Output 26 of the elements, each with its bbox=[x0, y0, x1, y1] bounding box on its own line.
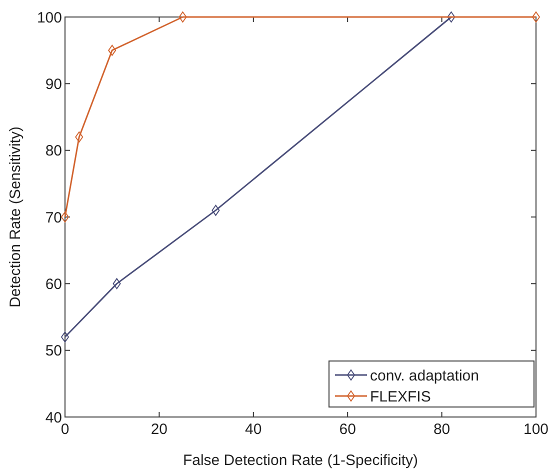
x-axis-title: False Detection Rate (1-Specificity) bbox=[182, 452, 418, 469]
point bbox=[112, 278, 121, 290]
y-axis-title: Detection Rate (Sensitivity) bbox=[7, 126, 24, 308]
point bbox=[532, 12, 540, 22]
y-tick-label: 50 bbox=[45, 342, 62, 360]
x-tick-label: 80 bbox=[433, 421, 450, 438]
x-tick-label: 20 bbox=[150, 421, 168, 438]
x-tick-label: 0 bbox=[60, 421, 70, 438]
y-tick-label: 100 bbox=[36, 9, 62, 26]
point bbox=[61, 332, 69, 342]
point bbox=[75, 132, 84, 142]
point bbox=[212, 204, 220, 216]
point bbox=[447, 12, 456, 22]
y-tick-label: 40 bbox=[45, 409, 62, 426]
point bbox=[178, 12, 187, 22]
point bbox=[61, 212, 69, 222]
y-tick-label: 70 bbox=[45, 209, 62, 226]
point bbox=[108, 44, 116, 56]
legend-label: conv. adaptation bbox=[370, 367, 479, 384]
x-tick-label: 40 bbox=[245, 421, 262, 438]
legend-label: FLEXFIS bbox=[370, 388, 431, 406]
x-tick-label: 60 bbox=[339, 421, 356, 438]
y-tick-label: 80 bbox=[45, 142, 62, 160]
x-tick-label: 100 bbox=[523, 421, 549, 438]
y-tick-label: 90 bbox=[45, 76, 62, 93]
y-tick-label: 60 bbox=[45, 276, 62, 293]
